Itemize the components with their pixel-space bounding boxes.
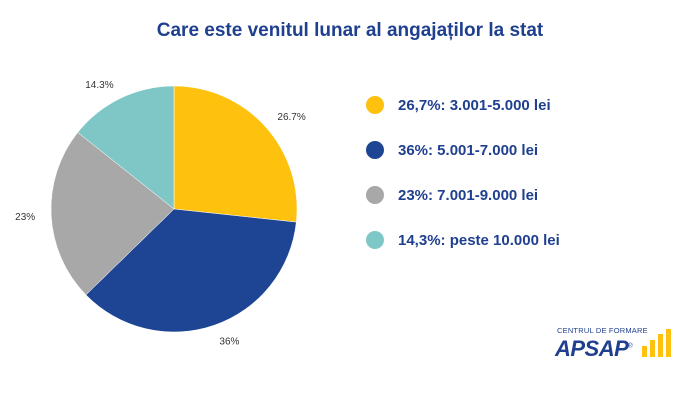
chart-title: Care este venitul lunar al angajaților l… <box>156 20 544 41</box>
legend-swatch <box>366 231 384 249</box>
legend-item: 36%: 5.001-7.000 lei <box>366 140 560 160</box>
legend-item: 23%: 7.001-9.000 lei <box>366 185 560 205</box>
legend-label: 23%: 7.001-9.000 lei <box>398 186 539 204</box>
legend-swatch <box>366 96 384 114</box>
pie-slice <box>85 208 297 333</box>
logo-subtitle: CENTRUL DE FORMARE <box>557 326 648 335</box>
legend-swatch <box>366 141 384 159</box>
logo-registered: ® <box>628 343 633 350</box>
legend-label: 14,3%: peste 10.000 lei <box>398 231 560 249</box>
legend: 26,7%: 3.001-5.000 lei 36%: 5.001-7.000 … <box>366 95 560 275</box>
slice-data-label: 26.7% <box>277 112 305 123</box>
legend-item: 26,7%: 3.001-5.000 lei <box>366 95 560 115</box>
legend-item: 14,3%: peste 10.000 lei <box>366 230 560 250</box>
bar-chart-icon <box>642 329 671 357</box>
logo-wordmark: APSAP® <box>555 336 633 362</box>
slice-data-label: 36% <box>219 336 239 347</box>
slice-data-label: 14.3% <box>85 80 113 91</box>
apsap-logo: CENTRUL DE FORMARE APSAP® <box>555 326 675 366</box>
pie-slice <box>77 85 175 210</box>
legend-swatch <box>366 186 384 204</box>
legend-label: 26,7%: 3.001-5.000 lei <box>398 96 551 114</box>
pie-slice <box>50 132 175 296</box>
logo-name: APSAP <box>555 336 629 361</box>
pie-slice <box>173 85 298 223</box>
legend-label: 36%: 5.001-7.000 lei <box>398 141 539 159</box>
slice-data-label: 23% <box>15 212 35 223</box>
